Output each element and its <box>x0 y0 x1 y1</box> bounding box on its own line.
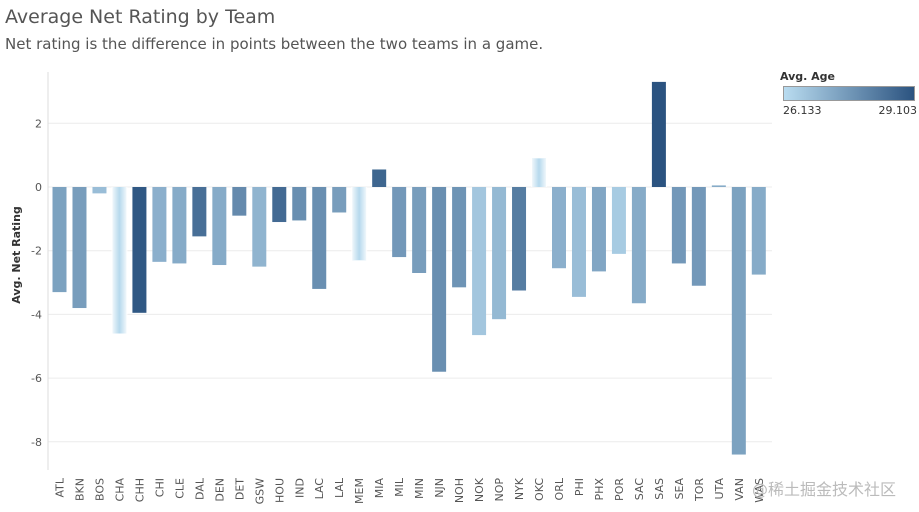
y-tick-label: 2 <box>35 117 42 130</box>
bar-highlight-okc <box>531 158 548 187</box>
legend-labels: 26.133 29.103 <box>783 104 917 117</box>
x-tick-label: WAS <box>753 478 766 503</box>
legend-max-label: 29.103 <box>878 104 918 117</box>
color-legend: Avg. Age 26.133 29.103 <box>780 70 917 117</box>
x-tick-label: NOH <box>453 478 466 503</box>
x-tick-label: MEM <box>353 478 366 504</box>
x-axis-labels: ATL BKN BOS CHA CHH CHI CLE DAL DEN DET GSW HOU IND L… <box>54 477 766 504</box>
bar-van <box>731 187 746 455</box>
x-tick-label: VAN <box>733 478 746 501</box>
x-tick-label: ATL <box>54 477 67 497</box>
x-tick-label: NYK <box>513 477 526 500</box>
bar-njn <box>432 187 447 372</box>
x-tick-label: SAS <box>653 478 666 500</box>
x-tick-label: TOR <box>693 478 706 502</box>
bar-por <box>611 187 626 254</box>
bar-nyk <box>512 187 527 291</box>
bar-sas <box>651 81 666 187</box>
bar-bkn <box>72 187 87 309</box>
y-tick-label: -6 <box>31 372 42 385</box>
bar-lal <box>332 187 347 213</box>
bar-tor <box>691 187 706 286</box>
bar-was <box>751 187 766 275</box>
bar-phi <box>571 187 586 297</box>
bar-dal <box>192 187 207 237</box>
y-tick-label: 0 <box>35 181 42 194</box>
bar-sac <box>631 187 646 304</box>
x-tick-label: NJN <box>433 478 446 498</box>
x-tick-label: SAC <box>633 478 646 501</box>
x-tick-label: ORL <box>553 477 566 500</box>
y-axis: 2 0 -2 -4 -6 -8 <box>31 72 49 470</box>
x-tick-label: DAL <box>193 477 206 500</box>
legend-gradient <box>783 86 915 101</box>
x-tick-label: GSW <box>253 478 266 505</box>
bar-gsw <box>252 187 267 267</box>
y-axis-title: Avg. Net Rating <box>10 206 23 304</box>
bar-det <box>232 187 247 216</box>
x-tick-label: HOU <box>273 478 286 503</box>
legend-title: Avg. Age <box>780 70 836 83</box>
y-tick-label: -4 <box>31 308 42 321</box>
bar-highlight-mem <box>351 187 368 261</box>
x-tick-label: NOK <box>473 477 486 502</box>
grid-lines <box>48 122 772 443</box>
bar-noh <box>452 187 467 288</box>
x-tick-label: PHI <box>573 478 586 496</box>
watermark: @稀土掘金技术社区 <box>752 480 897 499</box>
bar-chh <box>132 187 147 313</box>
x-tick-label: CHI <box>153 478 166 497</box>
bar-mia <box>372 169 387 187</box>
x-tick-label: BKN <box>73 478 86 501</box>
x-tick-label: OKC <box>533 478 546 501</box>
bar-lac <box>312 187 327 289</box>
y-tick-label: -8 <box>31 436 42 449</box>
bar-min <box>412 187 427 273</box>
x-tick-label: POR <box>613 478 626 501</box>
x-tick-label: DET <box>233 478 246 500</box>
x-tick-label: IND <box>293 478 306 498</box>
x-tick-label: DEN <box>213 478 226 502</box>
legend-min-label: 26.133 <box>783 104 822 117</box>
x-tick-label: CHA <box>113 478 126 502</box>
bar-mil <box>392 187 407 258</box>
chart-title: Average Net Rating by Team <box>5 6 276 28</box>
chart-subtitle: Net rating is the difference in points b… <box>5 35 544 53</box>
bar-hou <box>272 187 287 223</box>
bar-phx <box>591 187 606 272</box>
x-tick-label: UTA <box>713 478 726 500</box>
bars <box>52 81 766 455</box>
y-tick-label: -2 <box>31 245 42 258</box>
bar-highlight-cha <box>111 187 128 334</box>
bar-nok <box>472 187 487 336</box>
x-tick-label: LAC <box>313 478 326 500</box>
bar-chi <box>152 187 167 262</box>
bar-den <box>212 187 227 266</box>
bar-atl <box>52 187 67 293</box>
bar-bos <box>92 187 107 194</box>
x-tick-label: NOP <box>493 478 506 502</box>
x-tick-label: LAL <box>333 477 346 498</box>
x-tick-label: CLE <box>173 478 186 499</box>
x-tick-label: PHX <box>593 478 606 501</box>
x-tick-label: SEA <box>673 478 686 500</box>
x-tick-label: MIA <box>373 478 386 499</box>
x-tick-label: MIL <box>393 477 406 497</box>
x-tick-label: BOS <box>93 478 106 501</box>
bar-uta <box>711 185 726 187</box>
bar-sea <box>671 187 686 264</box>
bar-nop <box>492 187 507 320</box>
x-tick-label: CHH <box>133 478 146 502</box>
bar-orl <box>552 187 566 269</box>
bar-ind <box>292 187 307 221</box>
x-tick-label: MIN <box>413 478 426 499</box>
bar-cle <box>172 187 187 264</box>
